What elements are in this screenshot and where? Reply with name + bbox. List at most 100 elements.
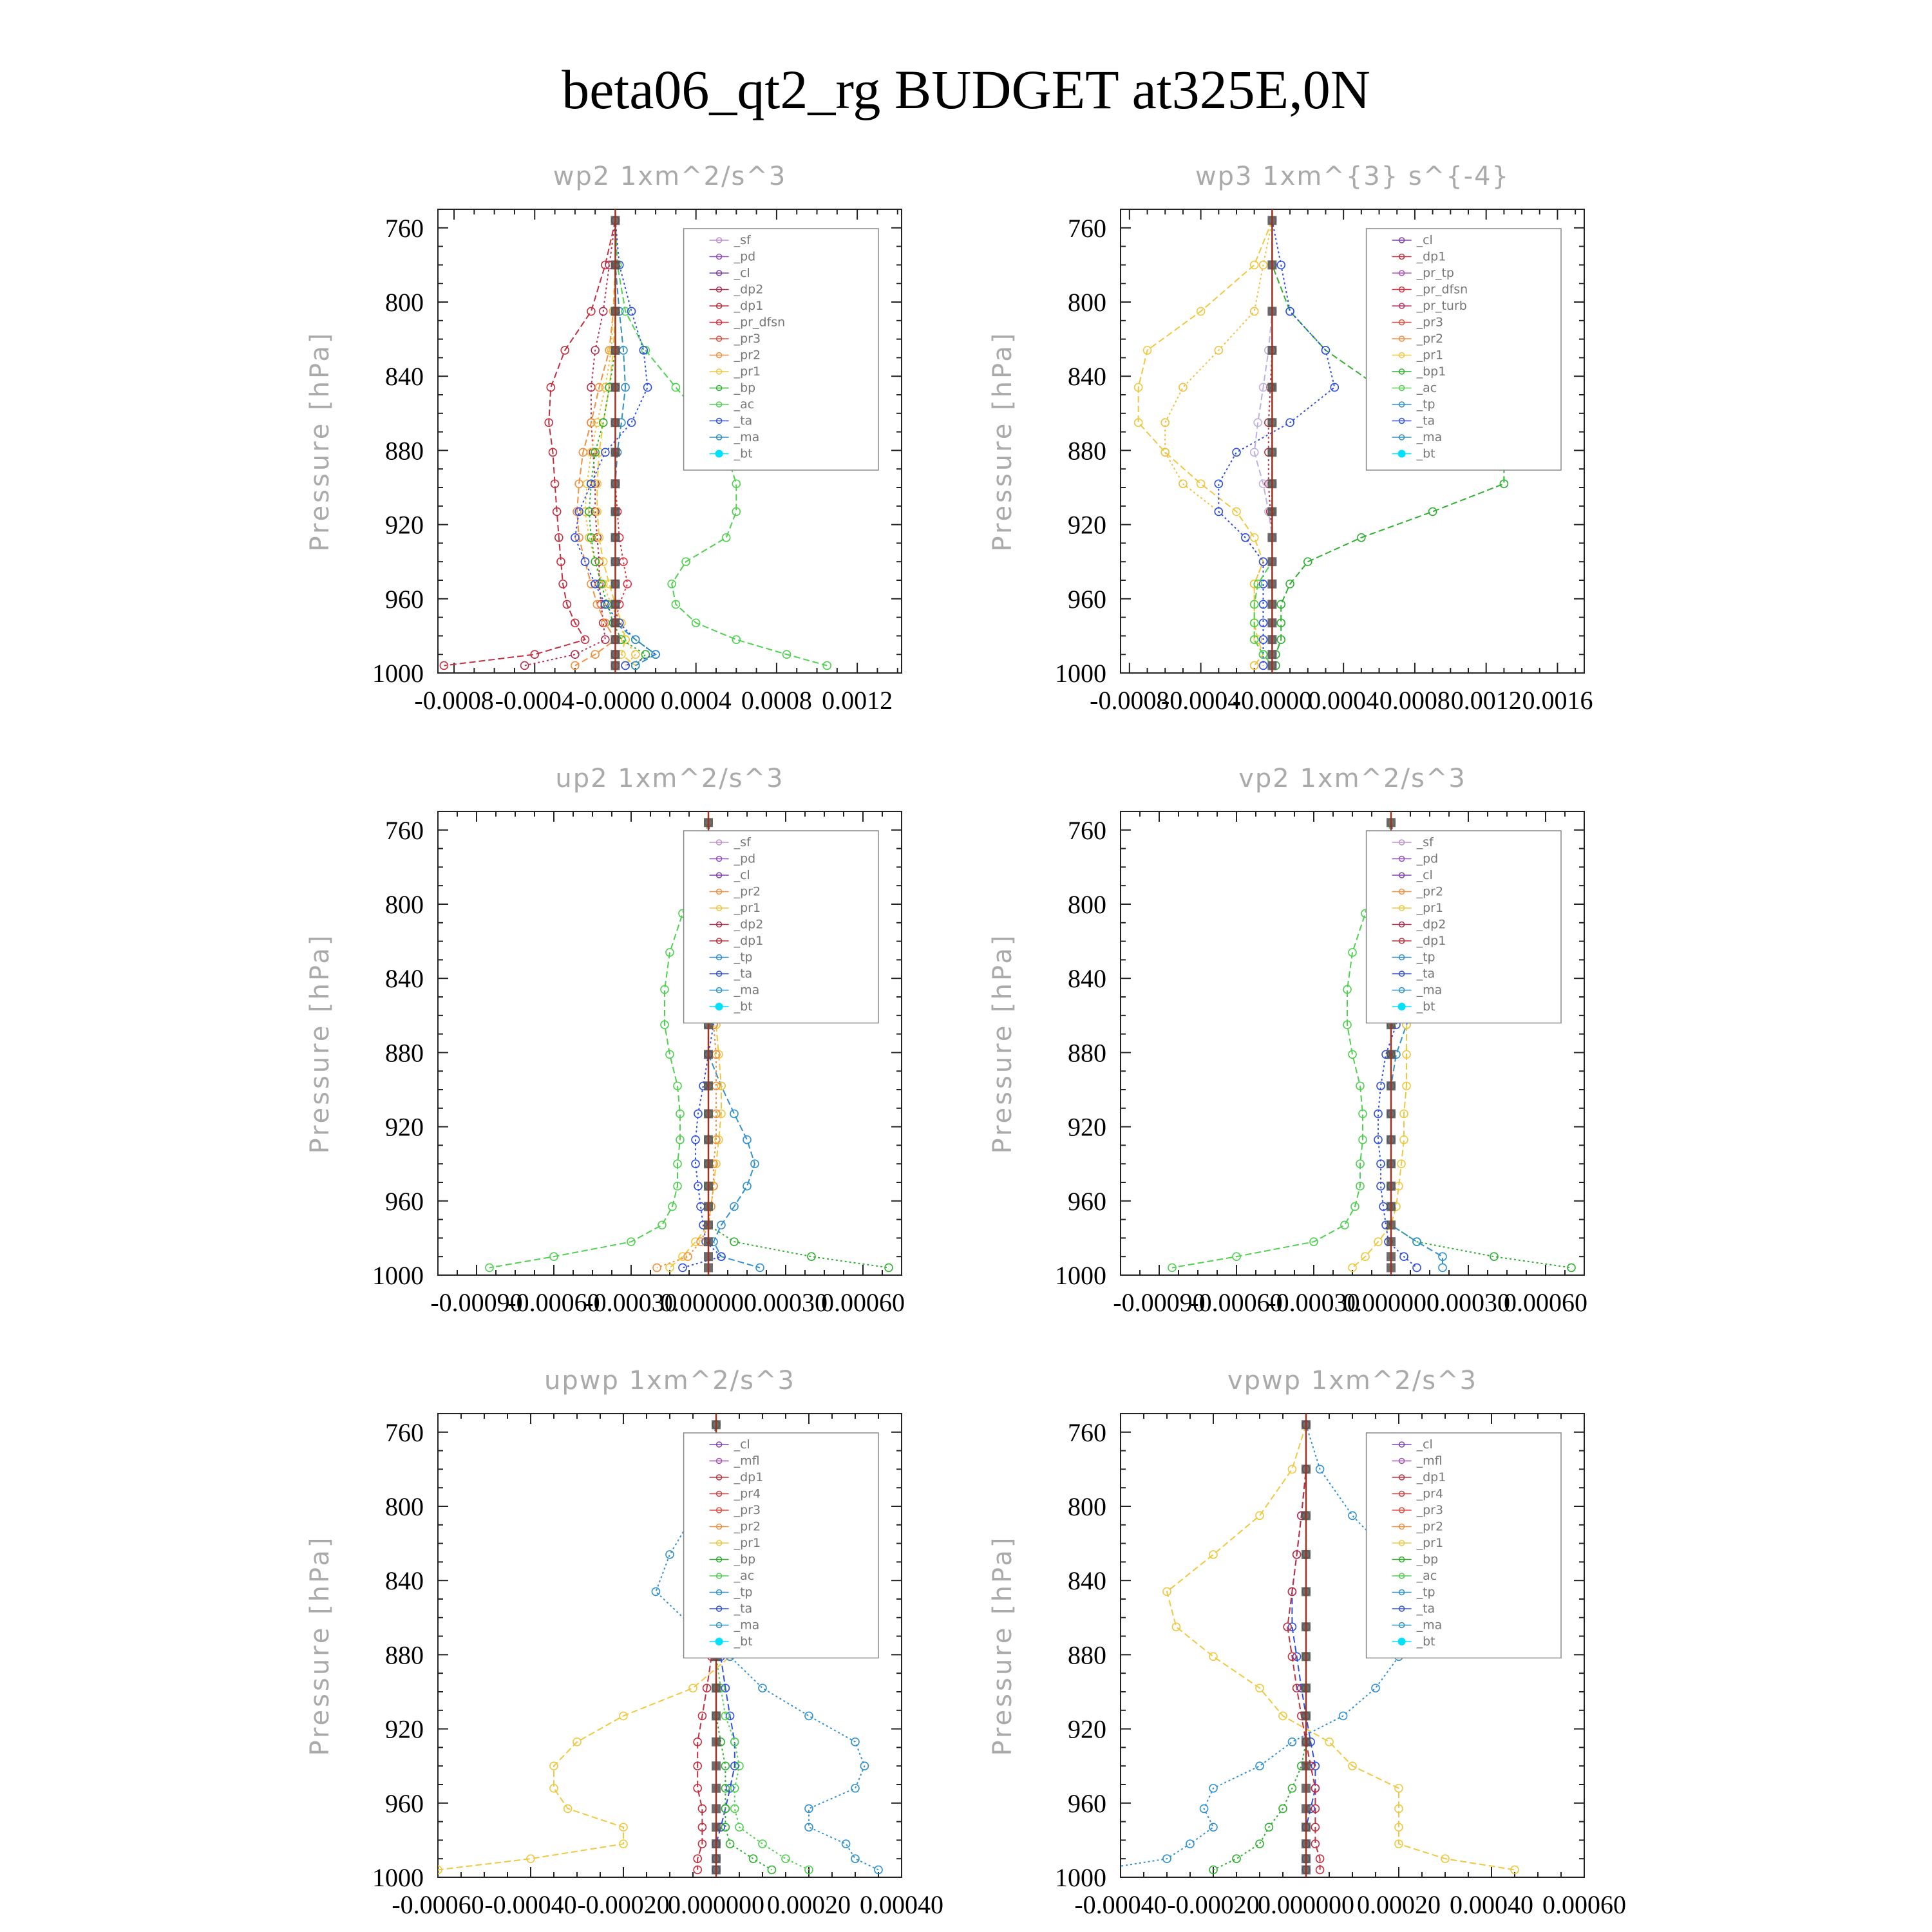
chart-title: vp2 1xm^2/s^3 xyxy=(1238,764,1466,793)
data-point xyxy=(556,557,565,567)
y-tick-label: 800 xyxy=(385,288,424,317)
legend-label: _pr2 xyxy=(1416,885,1443,899)
legend-item: _mfl xyxy=(709,1454,760,1468)
legend-label: _dp1 xyxy=(734,299,764,313)
x-tick-label: 0.0012 xyxy=(822,686,893,715)
x-tick-label: -0.00090 xyxy=(430,1288,522,1317)
legend-item: _cl xyxy=(1392,1437,1433,1452)
legend-marker xyxy=(715,1474,723,1481)
chart-panel-5: upwp 1xm^2/s^3 Pressure [hPa] 760 800 840 880… xyxy=(305,1366,943,1919)
data-point xyxy=(580,635,590,644)
chart-title: upwp 1xm^2/s^3 xyxy=(544,1366,795,1396)
data-point xyxy=(1276,260,1286,270)
series-bt xyxy=(1302,1420,1311,1875)
y-tick-label: 960 xyxy=(385,1187,424,1216)
legend: _cl _mfl _dp1 _pr4 _pr3 _pr2 _pr1 _bp _ac _tp _ta _… xyxy=(683,1432,879,1659)
data-point xyxy=(1249,618,1259,628)
legend-marker xyxy=(1398,237,1405,243)
data-point xyxy=(665,1550,674,1559)
legend-item: _bt xyxy=(709,1634,753,1649)
legend-label: _pr2 xyxy=(734,885,761,899)
data-point xyxy=(1311,1823,1320,1832)
data-point xyxy=(1357,533,1366,542)
legend-marker xyxy=(1398,888,1405,895)
data-point xyxy=(571,618,580,628)
data-point xyxy=(1258,383,1268,392)
data-point xyxy=(860,1761,869,1770)
series-line xyxy=(1166,1425,1515,1871)
legend-marker xyxy=(715,938,723,944)
series-line xyxy=(444,220,616,667)
data-point xyxy=(1287,1464,1297,1474)
data-point xyxy=(1287,1587,1297,1596)
data-point xyxy=(1253,635,1263,644)
data-point xyxy=(1287,1783,1297,1793)
series-dp1 xyxy=(1168,818,1396,1273)
y-tick-label: 760 xyxy=(1068,214,1106,243)
legend-label: _dp1 xyxy=(734,1470,764,1484)
data-point xyxy=(601,448,610,457)
legend-marker xyxy=(1398,839,1405,846)
data-point xyxy=(804,1711,813,1721)
data-point xyxy=(1330,383,1340,392)
data-point xyxy=(573,1737,582,1747)
data-point xyxy=(1315,1865,1325,1875)
legend-item: _pr2 xyxy=(1392,885,1443,899)
data-point xyxy=(717,1109,726,1119)
legend-label: _bp xyxy=(734,381,756,395)
data-point xyxy=(571,661,580,670)
chart-panel-6: vpwp 1xm^2/s^3 Pressure [hPa] 760 800 840 880… xyxy=(988,1366,1626,1919)
data-point xyxy=(673,1159,682,1168)
data-point xyxy=(673,1181,682,1191)
data-point xyxy=(1258,635,1268,644)
data-point xyxy=(1171,1622,1181,1631)
legend-label: _pr2 xyxy=(734,1520,761,1534)
legend-item: _pr_dfsn xyxy=(709,316,785,330)
legend-label: _ta xyxy=(734,967,753,981)
legend-marker xyxy=(715,270,723,276)
data-point xyxy=(1394,1839,1403,1848)
legend-item: _pd xyxy=(1392,852,1438,866)
data-point xyxy=(1292,1652,1302,1662)
data-point xyxy=(697,1804,707,1814)
data-point xyxy=(1241,533,1250,542)
series-line xyxy=(1121,1425,1423,1867)
legend-marker xyxy=(1398,286,1405,293)
legend-item: _ta xyxy=(1392,1602,1435,1616)
legend-box xyxy=(1365,830,1562,1024)
x-tick-label: -0.0000 xyxy=(1233,686,1312,715)
data-point xyxy=(1315,1854,1325,1863)
y-tick-label: 800 xyxy=(1068,288,1106,317)
data-point xyxy=(721,1761,730,1770)
legend-item: _dp1 xyxy=(709,934,763,948)
data-point xyxy=(1285,418,1294,428)
legend-marker xyxy=(715,839,723,846)
legend-item: _pr3 xyxy=(1392,316,1443,330)
y-tick-label: 760 xyxy=(385,1418,424,1447)
data-point xyxy=(601,260,610,270)
y-tick-label: 760 xyxy=(385,816,424,845)
data-point xyxy=(1303,557,1312,567)
data-point xyxy=(1438,1263,1447,1273)
legend-item: _dp2 xyxy=(1392,918,1446,932)
x-tick-label: -0.00030 xyxy=(585,1288,677,1317)
legend-label: _tp xyxy=(1416,951,1435,965)
legend-label: _sf xyxy=(734,233,752,247)
data-point xyxy=(544,418,553,428)
legend-item: _pr1 xyxy=(709,1536,761,1550)
data-point xyxy=(743,1135,752,1144)
data-point xyxy=(694,1109,703,1119)
data-point xyxy=(1356,1159,1365,1168)
legend-label: _pr_dfsn xyxy=(1416,283,1468,297)
legend-label: _pd xyxy=(734,250,756,264)
data-point xyxy=(743,1181,752,1191)
y-tick-label: 920 xyxy=(385,1715,424,1744)
legend-marker xyxy=(1398,855,1405,862)
data-point xyxy=(702,1683,712,1693)
data-point xyxy=(562,600,572,609)
legend-label: _sf xyxy=(734,835,752,849)
data-point xyxy=(1311,1804,1320,1814)
data-point xyxy=(1394,1783,1403,1793)
